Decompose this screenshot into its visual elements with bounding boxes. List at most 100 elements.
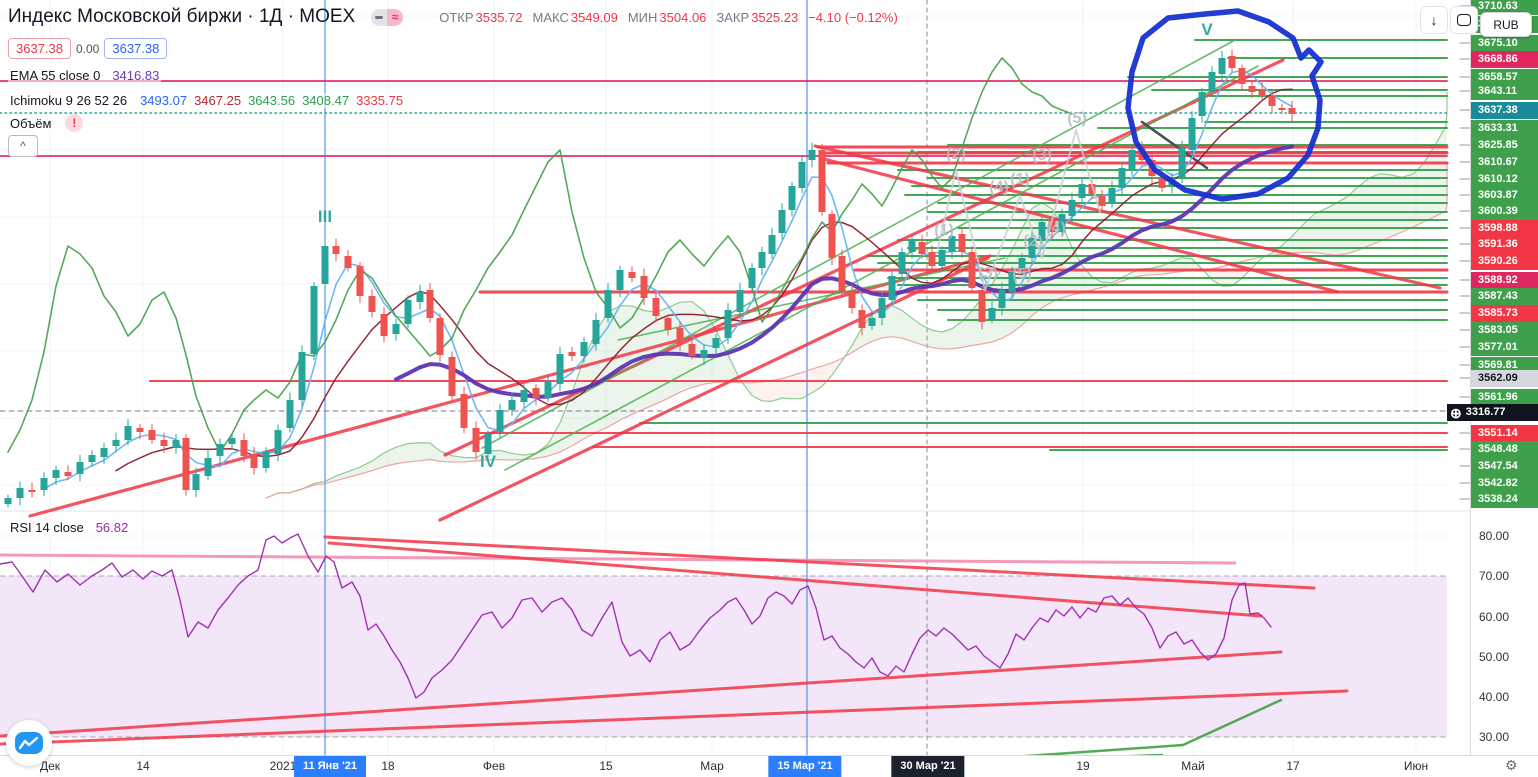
plus-circle-icon[interactable]: ⊕ — [1450, 406, 1462, 420]
price-level-label: 3625.85 — [1471, 137, 1538, 154]
time-axis-label: 15 — [599, 759, 612, 773]
ichimoku-value: 3643.56 — [248, 93, 295, 108]
ohlc-label: ОТКР — [439, 10, 473, 25]
time-axis-label: 2021 — [270, 759, 297, 773]
price-level-label: 3633.31 — [1471, 120, 1538, 137]
ohlc-label: ЗАКР — [716, 10, 749, 25]
svg-text:III: III — [318, 207, 332, 226]
ema-legend[interactable]: EMA 55 close 0 3416.83 — [8, 68, 161, 83]
sell-price-box[interactable]: 3637.38 — [8, 38, 71, 59]
ichimoku-legend-name: Ichimoku 9 26 52 26 — [10, 93, 127, 108]
svg-text:(1): (1) — [934, 222, 954, 239]
spread-value: 0.00 — [76, 42, 99, 56]
ohlc-value: 3535.72 — [476, 10, 523, 25]
price-level-label: 3591.36 — [1471, 236, 1538, 253]
maximize-chart-button[interactable] — [1450, 6, 1478, 34]
price-level-label: 3610.12 — [1471, 171, 1538, 188]
symbol-title[interactable]: Индекс Московской биржи · 1Д · MOEX — [8, 6, 355, 28]
time-axis-label: 18 — [381, 759, 394, 773]
rsi-axis-label: 40.00 — [1479, 690, 1509, 704]
svg-text:(4): (4) — [1046, 220, 1066, 237]
minus-icon[interactable] — [371, 9, 387, 26]
scroll-to-recent-button[interactable]: ↓ — [1420, 6, 1448, 34]
rsi-legend[interactable]: RSI 14 close 56.82 — [8, 520, 130, 535]
ichimoku-value: 3467.25 — [194, 93, 241, 108]
rsi-axis-label: 60.00 — [1479, 610, 1509, 624]
price-level-label: 3590.26 — [1471, 253, 1538, 270]
svg-text:(2): (2) — [946, 146, 966, 163]
price-axis[interactable]: 3710.633682.313675.103668.863658.573643.… — [1470, 0, 1538, 755]
time-axis-date-chip: 11 Янв '21 — [294, 756, 366, 777]
price-level-label: 3548.48 — [1471, 441, 1538, 458]
change-value: −4.10 (−0.12%) — [808, 10, 898, 25]
price-level-label: 3587.43 — [1471, 288, 1538, 305]
quote-row: 3637.38 0.00 3637.38 — [8, 38, 167, 59]
price-level-label: 3610.67 — [1471, 154, 1538, 171]
rsi-axis-label: 70.00 — [1479, 569, 1509, 583]
ichimoku-legend[interactable]: Ichimoku 9 26 52 26 3493.07 3467.25 3643.5… — [8, 93, 405, 108]
currency-rub-button[interactable]: RUB — [1480, 12, 1532, 37]
svg-text:(2): (2) — [1023, 233, 1043, 250]
wave-approx-icon[interactable]: ≈ — [387, 9, 403, 26]
price-level-label: 3603.87 — [1471, 187, 1538, 204]
price-level-label: 3583.05 — [1471, 322, 1538, 339]
price-level-label: 3538.24 — [1471, 491, 1538, 508]
svg-text:(3): (3) — [1032, 147, 1052, 164]
rsi-legend-value: 56.82 — [96, 520, 129, 535]
ohlc-value: 3504.06 — [659, 10, 706, 25]
collapse-pane-button[interactable]: ^ — [8, 135, 38, 157]
time-axis-label: Мар — [700, 759, 723, 773]
ema-legend-value: 3416.83 — [112, 68, 159, 83]
rsi-legend-name: RSI 14 close — [10, 520, 84, 535]
rsi-axis-label: 50.00 — [1479, 650, 1509, 664]
marker-pill[interactable]: ≈ — [371, 9, 403, 26]
time-axis-date-chip: 30 Мар '21 — [891, 756, 964, 777]
time-axis-label: Май — [1181, 759, 1205, 773]
ohlc-value: 3525.23 — [751, 10, 798, 25]
symbol-header: Индекс Московской биржи · 1Д · MOEX ≈ ОТ… — [8, 6, 898, 28]
tradingview-logo[interactable] — [6, 720, 52, 766]
price-level-label: 3600.39 — [1471, 203, 1538, 220]
rsi-axis-label: 80.00 — [1479, 529, 1509, 543]
svg-text:(4): (4) — [989, 179, 1009, 196]
price-level-label: 3598.88 — [1471, 220, 1538, 237]
price-level-label: 3547.54 — [1471, 458, 1538, 475]
crosshair-price-value: 3316.77 — [1466, 404, 1506, 421]
buy-price-box[interactable]: 3637.38 — [104, 38, 167, 59]
price-level-label: 3675.10 — [1471, 35, 1538, 52]
time-axis-label: Июн — [1404, 759, 1428, 773]
settings-gear-icon[interactable]: ⚙ — [1505, 757, 1518, 774]
ichimoku-value: 3335.75 — [356, 93, 403, 108]
ohlc-label: МИН — [628, 10, 658, 25]
svg-text:IV: IV — [480, 452, 497, 471]
ema-legend-name: EMA 55 close 0 — [10, 68, 100, 83]
svg-text:(1): (1) — [1010, 171, 1030, 188]
price-level-label: 3577.01 — [1471, 339, 1538, 356]
ohlc-label: МАКС — [533, 10, 569, 25]
ichimoku-value: 3493.07 — [140, 93, 187, 108]
volume-legend-name: Объём — [10, 116, 51, 131]
price-level-label: 3668.86 — [1471, 51, 1538, 68]
price-level-label: 3588.92 — [1471, 272, 1538, 289]
price-level-label: 3551.14 — [1471, 425, 1538, 442]
time-axis-label: 19 — [1076, 759, 1089, 773]
ichimoku-value: 3408.47 — [302, 93, 349, 108]
svg-text:(3): (3) — [978, 265, 998, 282]
svg-text:V: V — [1201, 20, 1213, 39]
price-level-label: 3562.09 — [1471, 370, 1538, 387]
time-axis-label: 14 — [136, 759, 149, 773]
maximize-icon — [1457, 14, 1471, 26]
time-axis-date-chip: 15 Мар '21 — [768, 756, 841, 777]
volume-error-icon[interactable]: ! — [65, 114, 83, 132]
time-axis-label: 17 — [1286, 759, 1299, 773]
price-level-label: 3542.82 — [1471, 475, 1538, 492]
ohlc-value: 3549.09 — [571, 10, 618, 25]
axis-ticks — [1460, 6, 1470, 499]
price-level-label: 3643.11 — [1471, 83, 1538, 100]
logo-cloud-icon — [15, 732, 43, 754]
svg-text:(5): (5) — [1012, 266, 1032, 283]
current-price-label: 3637.38 — [1471, 102, 1538, 119]
volume-legend[interactable]: Объём ! — [8, 114, 85, 132]
